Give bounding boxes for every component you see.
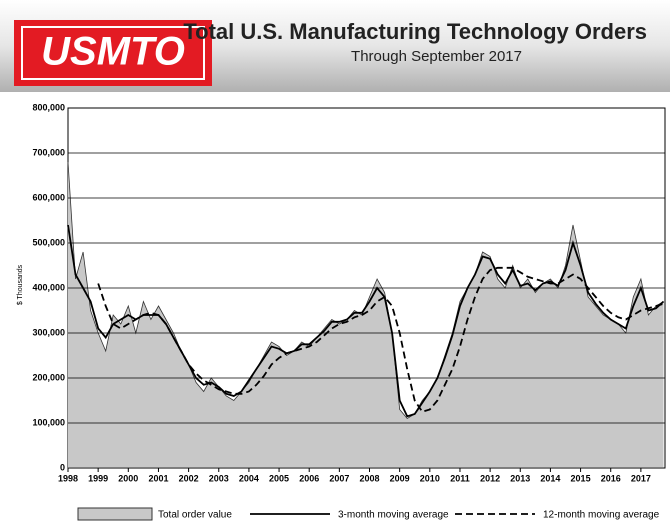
x-tick-label: 2015 — [571, 473, 591, 483]
x-tick-label: 2005 — [269, 473, 289, 483]
grid — [68, 107, 665, 469]
x-tick-label: 2006 — [299, 473, 319, 483]
x-tick-label: 2004 — [239, 473, 259, 483]
area — [68, 162, 664, 468]
legend-label: Total order value — [158, 510, 232, 521]
legend-swatch — [77, 507, 153, 521]
x-tick-label: 2003 — [209, 473, 229, 483]
chart-subtitle: Through September 2017 — [351, 48, 522, 65]
x-tick-label: 2011 — [450, 473, 470, 483]
logo-frame — [21, 26, 205, 80]
y-axis-label: $ Thousands — [17, 264, 24, 305]
x-tick-label: 2013 — [510, 473, 530, 483]
x-tick-label: 1999 — [88, 473, 108, 483]
x-tick-label: 2001 — [148, 473, 168, 483]
x-tick-label: 2016 — [601, 473, 621, 483]
x-tick-label: 2000 — [118, 473, 138, 483]
x-tick-label: 2008 — [359, 473, 379, 483]
x-tick-label: 2009 — [390, 473, 410, 483]
logo-box — [14, 20, 212, 86]
y-tick-label: 400,000 — [32, 282, 65, 292]
line — [97, 266, 664, 413]
legend-label: 3-month moving average — [338, 510, 449, 521]
y-tick-label: 500,000 — [32, 237, 65, 247]
x-tick-label: 2012 — [480, 473, 500, 483]
legend-label: 12-month moving average — [543, 510, 660, 521]
y-tick-label: 300,000 — [32, 327, 65, 337]
x-tick-label: 2017 — [631, 473, 651, 483]
y-tick-label: 600,000 — [32, 192, 65, 202]
x-tick-label: 1998 — [58, 473, 78, 483]
y-tick-label: 100,000 — [32, 417, 65, 427]
x-tick-label: 2010 — [420, 473, 440, 483]
y-tick-label: 200,000 — [32, 372, 65, 382]
y-tick-label: 800,000 — [32, 102, 65, 112]
line — [67, 224, 665, 418]
x-tick-label: 2002 — [179, 473, 199, 483]
logo-text: USMTO — [41, 30, 185, 74]
chart-title: Total U.S. Manufacturing Technology Orde… — [183, 19, 647, 44]
x-tick-label: 2014 — [540, 473, 560, 483]
y-tick-label: 0 — [60, 462, 65, 472]
x-tick-label: 2007 — [329, 473, 349, 483]
y-tick-label: 700,000 — [32, 147, 65, 157]
